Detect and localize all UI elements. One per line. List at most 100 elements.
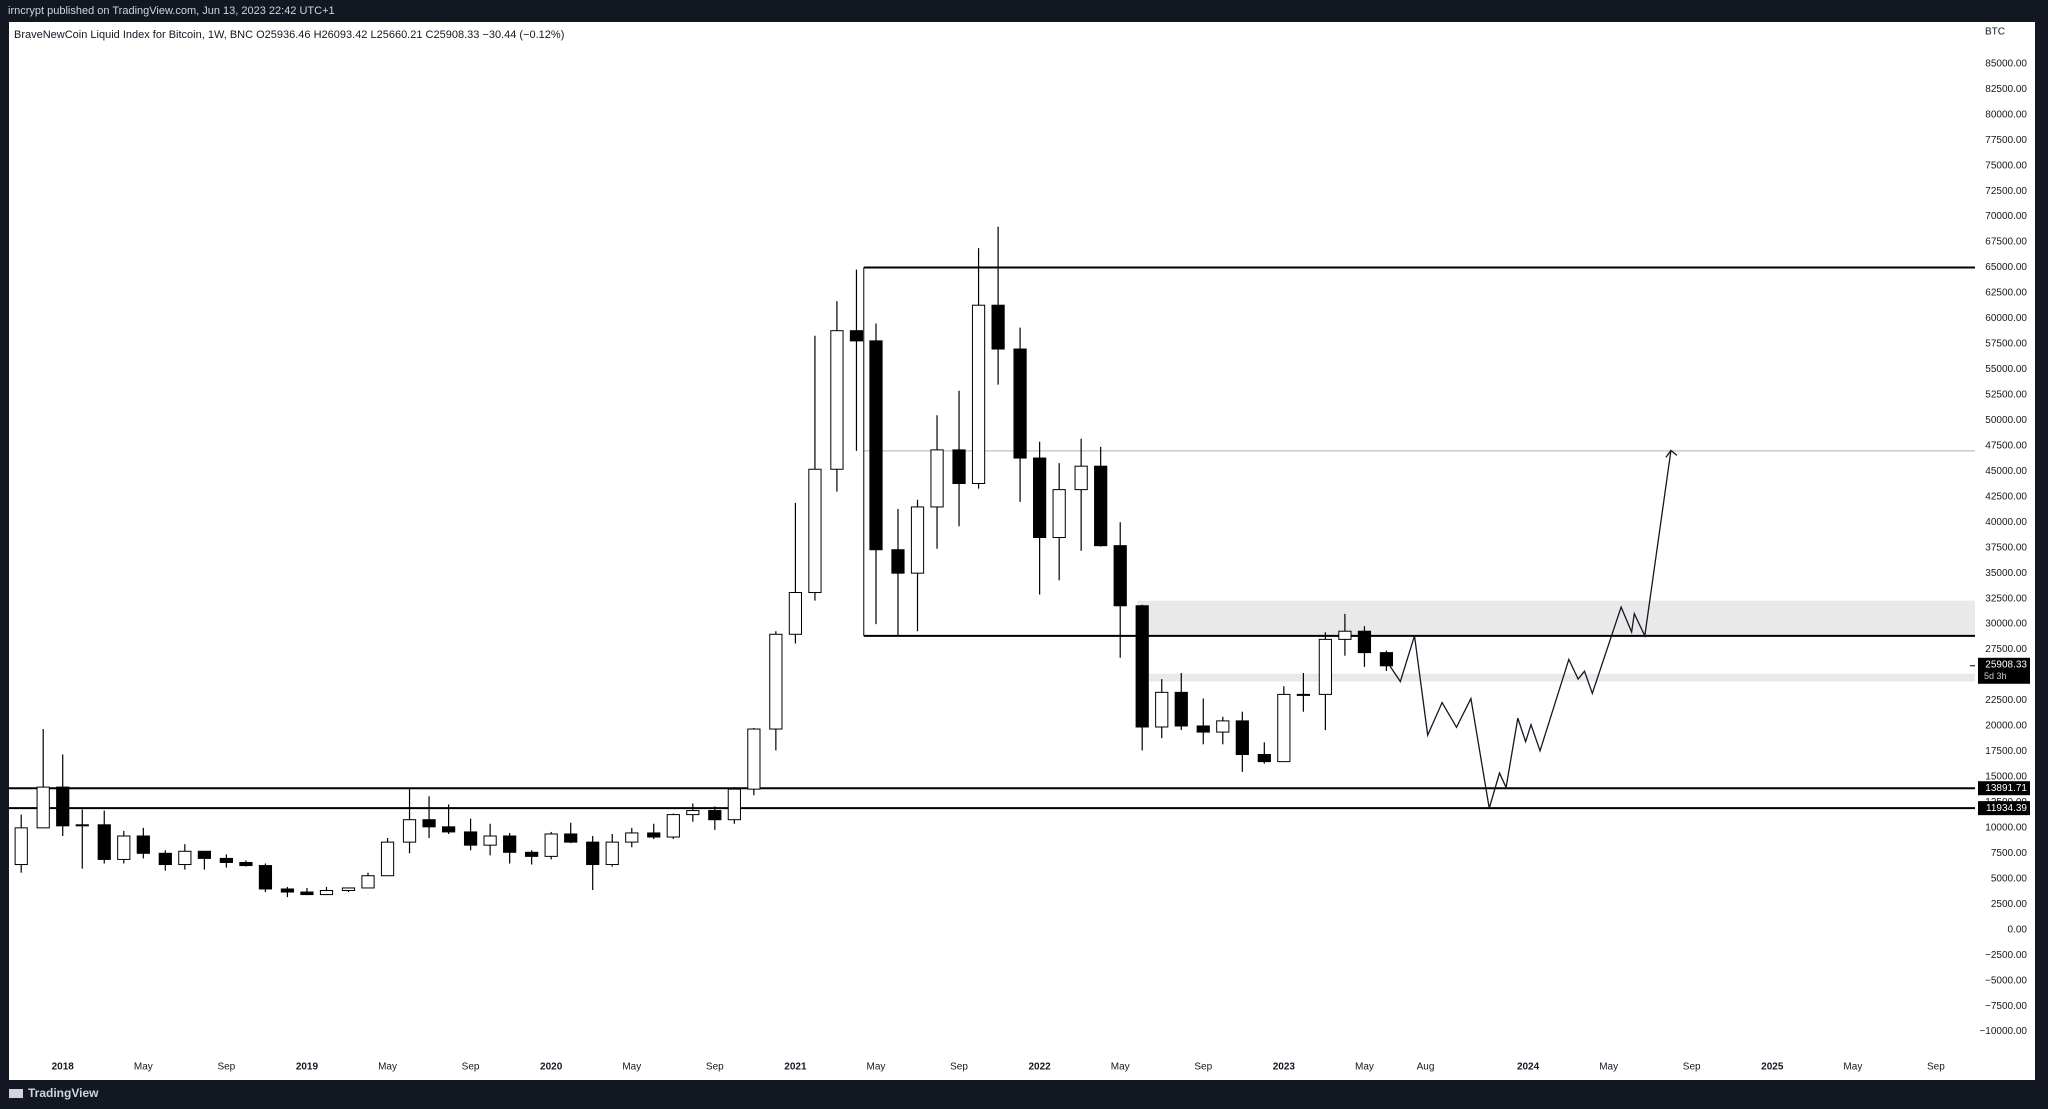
y-tick-label: −5000.00: [1985, 975, 2027, 986]
y-tick-label: 5000.00: [1991, 873, 2028, 884]
candle-body: [1033, 457, 1047, 539]
candle-body: [319, 890, 334, 896]
x-tick-label: 2023: [1273, 1062, 1296, 1073]
level-tag: [1978, 781, 2030, 796]
y-tick-label: 72500.00: [1985, 186, 2027, 197]
x-tick-label: 2019: [296, 1062, 319, 1073]
candle-body: [1338, 630, 1352, 640]
candle-body: [422, 819, 436, 828]
candle-body: [1277, 693, 1291, 763]
candle-body: [239, 861, 253, 867]
x-tick-label: May: [867, 1062, 886, 1073]
x-tick-label: Aug: [1417, 1062, 1435, 1073]
y-tick-label: 20000.00: [1985, 721, 2027, 732]
candle-body: [525, 851, 539, 857]
currency: BTC: [1985, 27, 2005, 38]
candle-body: [544, 833, 558, 857]
x-tick-label: May: [1355, 1062, 1374, 1073]
candle-body: [849, 330, 864, 342]
y-tick-label: 57500.00: [1985, 339, 2027, 350]
candle-body: [1296, 693, 1310, 696]
publish-note: irncrypt published on TradingView.com, J…: [8, 5, 335, 17]
candle-body: [136, 835, 150, 854]
y-tick-label: 15000.00: [1985, 772, 2027, 783]
x-tick-label: Sep: [1683, 1062, 1701, 1073]
zone: [1137, 673, 1975, 682]
candle-body: [808, 468, 822, 594]
current-price: 25908.33: [1985, 659, 2027, 670]
y-tick-label: 42500.00: [1985, 491, 2027, 502]
candle-body: [769, 633, 783, 730]
candle-body: [1113, 545, 1127, 607]
y-tick-label: 27500.00: [1985, 644, 2027, 655]
x-tick-label: Sep: [462, 1062, 480, 1073]
candle-body: [341, 887, 356, 892]
y-tick-label: −7500.00: [1985, 1001, 2027, 1012]
y-tick-label: 10000.00: [1985, 822, 2027, 833]
candle-body: [747, 728, 761, 790]
y-tick-label: 82500.00: [1985, 84, 2027, 95]
candle-body: [564, 833, 578, 843]
candle-body: [930, 449, 944, 508]
x-tick-label: May: [622, 1062, 641, 1073]
candle-body: [1052, 489, 1066, 539]
candle-body: [380, 841, 395, 877]
candle-body: [869, 340, 883, 551]
x-tick-label: May: [1843, 1062, 1862, 1073]
x-tick-label: Sep: [1194, 1062, 1212, 1073]
y-tick-label: −2500.00: [1985, 950, 2027, 961]
y-tick-label: 45000.00: [1985, 466, 2027, 477]
y-tick-label: 30000.00: [1985, 619, 2027, 630]
x-tick-label: 2022: [1028, 1062, 1051, 1073]
candle-body: [788, 592, 803, 635]
y-tick-label: 32500.00: [1985, 593, 2027, 604]
candle-body: [891, 549, 905, 574]
candle-body: [586, 841, 600, 866]
arrow-head: [1665, 449, 1678, 458]
candle-body: [56, 786, 70, 827]
level-label: 13891.71: [1985, 783, 2027, 794]
y-tick-label: 0.00: [2008, 924, 2028, 935]
candle-body: [1216, 720, 1230, 733]
x-tick-label: 2024: [1517, 1062, 1540, 1073]
candle-body: [830, 330, 844, 470]
y-tick-label: 67500.00: [1985, 237, 2027, 248]
x-tick-label: Sep: [950, 1062, 968, 1073]
y-tick-label: 70000.00: [1985, 211, 2027, 222]
y-tick-label: 2500.00: [1991, 899, 2028, 910]
candle-body: [1196, 725, 1210, 733]
projection-path: [1389, 450, 1672, 809]
y-tick-label: 62500.00: [1985, 288, 2027, 299]
y-tick-label: 65000.00: [1985, 262, 2027, 273]
candle-body: [75, 824, 89, 827]
y-tick-label: 85000.00: [1985, 58, 2027, 69]
y-tick-label: 77500.00: [1985, 135, 2027, 146]
candle-body: [36, 786, 50, 829]
y-tick-label: −10000.00: [1979, 1026, 2027, 1037]
candle-body: [1357, 630, 1372, 654]
candle-body: [686, 810, 700, 816]
candle-body: [441, 826, 456, 833]
candle-body: [666, 814, 680, 838]
y-tick-label: 40000.00: [1985, 517, 2027, 528]
candle-body: [158, 852, 172, 866]
candle-body: [219, 857, 233, 863]
candle-body: [503, 835, 517, 853]
chart-area: [9, 22, 2035, 1080]
candle-body: [178, 850, 192, 866]
candle-body: [402, 819, 417, 843]
x-tick-label: May: [378, 1062, 397, 1073]
level-tag: [1978, 801, 2030, 816]
y-tick-label: 22500.00: [1985, 695, 2027, 706]
candle-body: [1379, 652, 1394, 667]
candle-body: [991, 304, 1005, 350]
x-tick-label: May: [1111, 1062, 1130, 1073]
candle-body: [361, 875, 375, 889]
candle-body: [910, 506, 925, 574]
x-tick-label: 2018: [52, 1062, 75, 1073]
candle-body: [971, 304, 986, 485]
candle-body: [97, 824, 111, 860]
candle-body: [280, 888, 295, 893]
candle-body: [1318, 638, 1332, 695]
